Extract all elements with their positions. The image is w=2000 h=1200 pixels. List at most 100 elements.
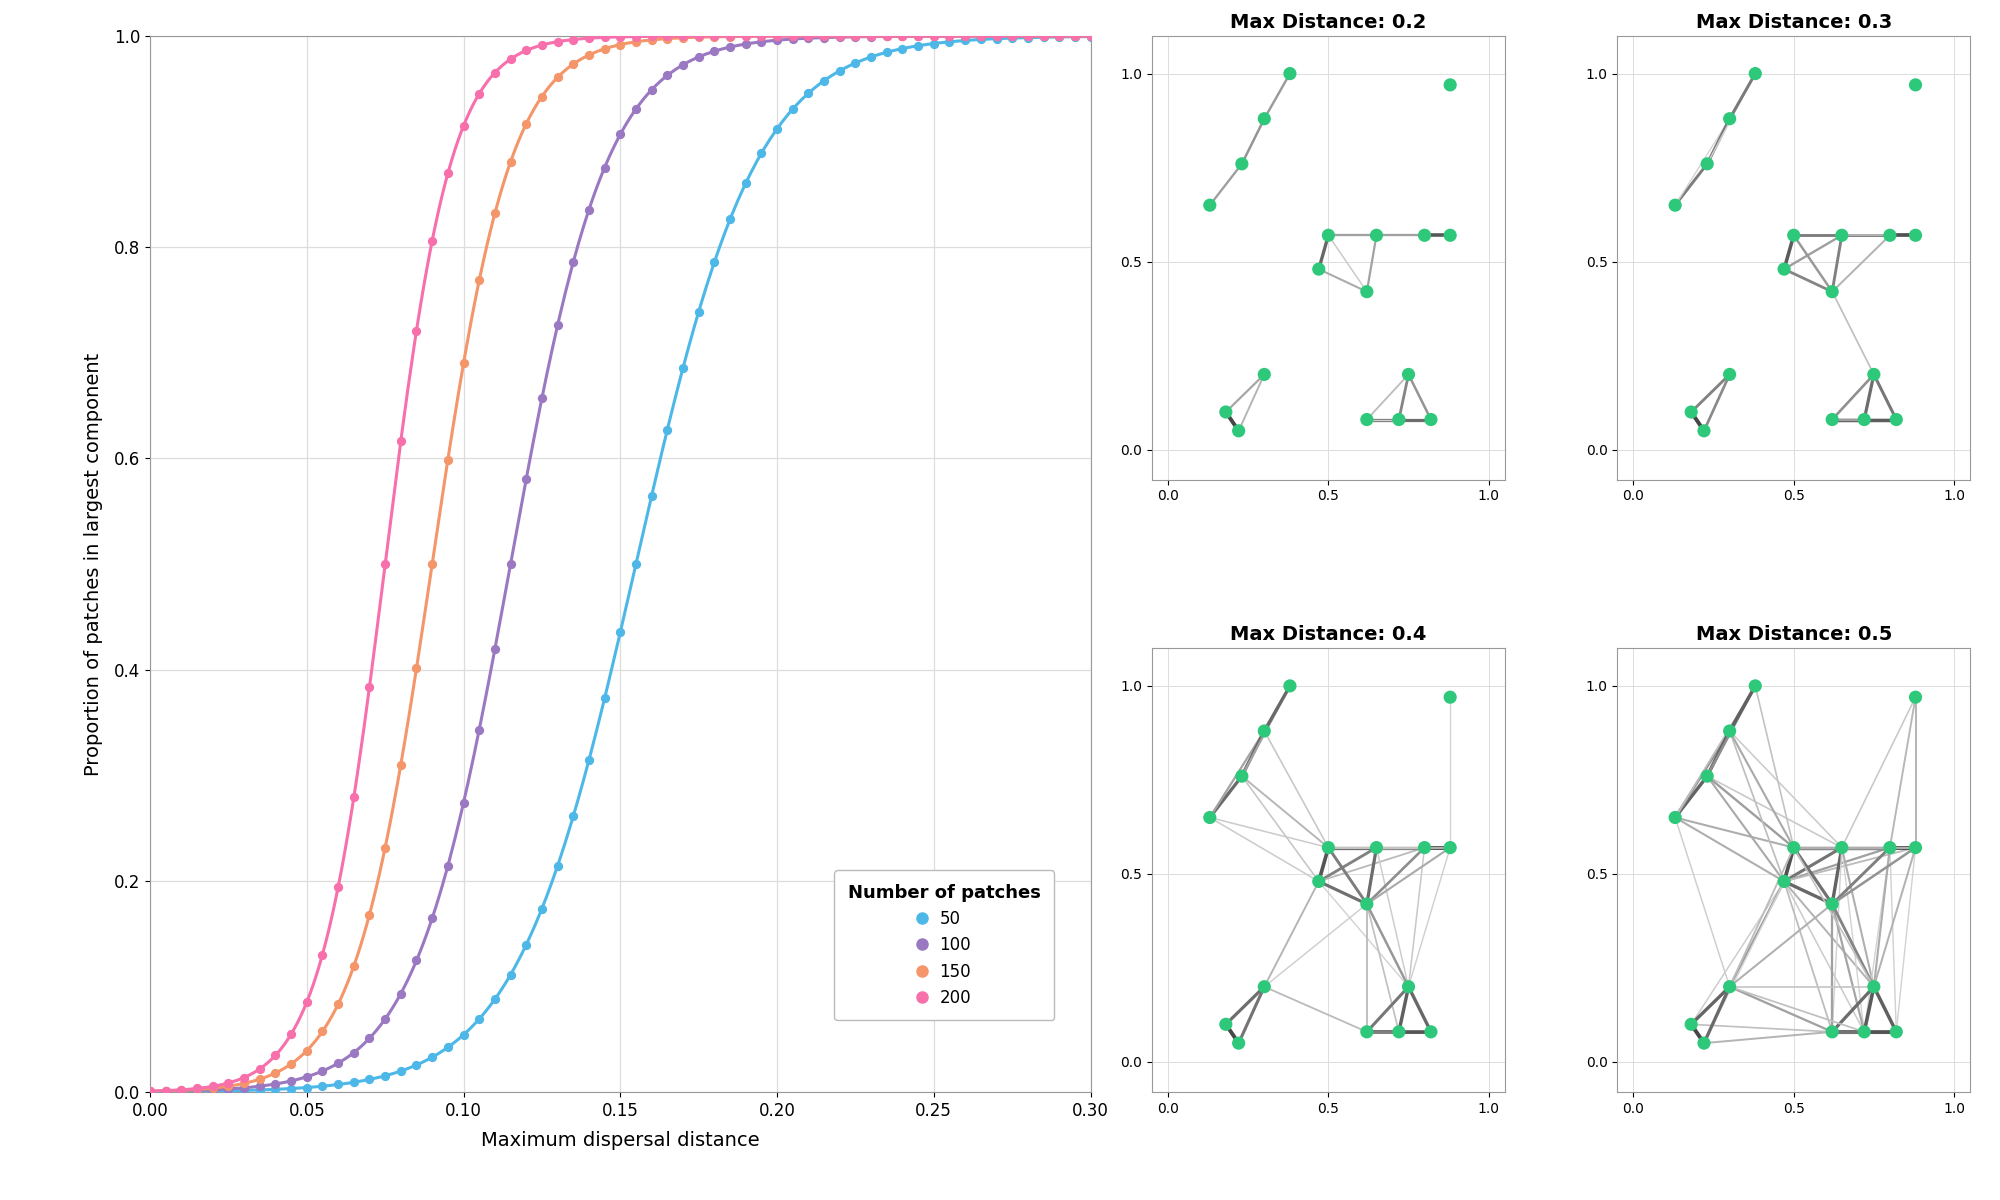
Point (228, 1079, 260, 1098)
Point (1714, 365, 1746, 384)
Point (1360, 838, 1392, 857)
Point (260, 1063, 292, 1082)
Point (950, 26, 982, 46)
Point (1816, 894, 1848, 913)
Point (1028, 26, 1060, 46)
Point (964, 26, 996, 46)
Point (776, 26, 808, 46)
Point (746, 26, 778, 46)
Point (1434, 76, 1466, 95)
Point (714, 37, 746, 56)
Point (322, 1054, 354, 1073)
Point (840, 26, 872, 46)
Point (260, 1045, 292, 1064)
Point (370, 1009, 402, 1028)
Point (666, 26, 698, 46)
Point (1222, 421, 1254, 440)
Point (542, 316, 574, 335)
Point (934, 32, 966, 52)
Point (134, 1082, 166, 1102)
Point (290, 992, 322, 1012)
Point (478, 204, 510, 223)
Point (228, 1081, 260, 1100)
Point (588, 28, 620, 47)
Point (870, 26, 902, 46)
Point (1414, 410, 1446, 430)
Point (856, 26, 888, 46)
Point (260, 1074, 292, 1093)
Point (666, 359, 698, 378)
Point (478, 640, 510, 659)
Point (464, 271, 496, 290)
Point (1714, 977, 1746, 996)
Point (228, 1074, 260, 1093)
Point (478, 990, 510, 1009)
Point (306, 1062, 338, 1081)
Point (558, 806, 590, 826)
Point (572, 750, 604, 769)
Point (464, 1009, 496, 1028)
Point (134, 1081, 166, 1100)
Point (196, 1080, 228, 1099)
Point (1074, 26, 1106, 46)
Point (510, 935, 542, 954)
Point (1816, 1022, 1848, 1042)
Point (840, 26, 872, 46)
Point (1900, 76, 1932, 95)
Point (730, 35, 762, 54)
Point (1302, 259, 1334, 278)
Point (1044, 26, 1076, 46)
Point (1044, 28, 1076, 47)
Point (652, 420, 684, 439)
Point (448, 354, 480, 373)
Point (1074, 26, 1106, 46)
Point (808, 28, 840, 47)
Point (134, 1081, 166, 1100)
Point (1740, 677, 1772, 696)
Point (604, 35, 636, 54)
Point (1012, 26, 1044, 46)
Point (1392, 977, 1424, 996)
Point (432, 163, 464, 182)
Point (526, 36, 558, 55)
Point (432, 1038, 464, 1057)
Point (698, 26, 730, 46)
Point (934, 26, 966, 46)
Point (1074, 26, 1106, 46)
Point (1858, 365, 1890, 384)
Point (196, 1081, 228, 1100)
Point (730, 26, 762, 46)
Point (620, 554, 652, 574)
Point (1074, 26, 1106, 46)
Point (1248, 721, 1280, 740)
Point (1768, 259, 1800, 278)
Point (1312, 226, 1344, 245)
Point (542, 857, 574, 876)
Point (652, 66, 684, 85)
Point (572, 200, 604, 220)
Point (290, 1042, 322, 1061)
Point (698, 42, 730, 61)
Point (824, 26, 856, 46)
Point (212, 1073, 244, 1092)
Point (996, 26, 1028, 46)
Point (196, 1076, 228, 1096)
Point (980, 26, 1012, 46)
Point (666, 55, 698, 74)
Point (400, 320, 432, 340)
Point (212, 1079, 244, 1098)
Point (384, 984, 416, 1003)
Point (182, 1081, 214, 1100)
Point (338, 956, 370, 976)
Point (1826, 838, 1858, 857)
Point (134, 1082, 166, 1102)
Point (636, 80, 668, 100)
Point (166, 1080, 198, 1099)
Point (1274, 677, 1306, 696)
Point (1688, 421, 1720, 440)
Point (1194, 196, 1226, 215)
Point (1044, 26, 1076, 46)
Point (1012, 26, 1044, 46)
Point (682, 47, 714, 66)
Point (964, 30, 996, 49)
